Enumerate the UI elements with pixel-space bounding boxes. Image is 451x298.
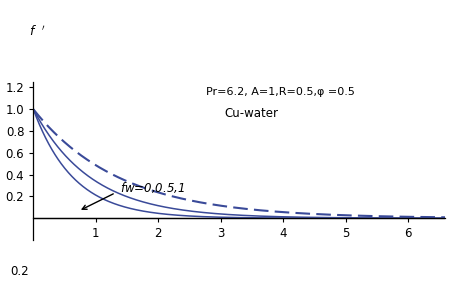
Text: 0.2: 0.2 bbox=[11, 265, 29, 278]
Text: $fw$=0,0.5,1: $fw$=0,0.5,1 bbox=[120, 180, 184, 195]
Text: Cu-water: Cu-water bbox=[225, 107, 279, 120]
Text: $f$  $'$: $f$ $'$ bbox=[29, 25, 46, 39]
Text: Pr=6.2, A=1,R=0.5,φ =0.5: Pr=6.2, A=1,R=0.5,φ =0.5 bbox=[207, 87, 355, 97]
